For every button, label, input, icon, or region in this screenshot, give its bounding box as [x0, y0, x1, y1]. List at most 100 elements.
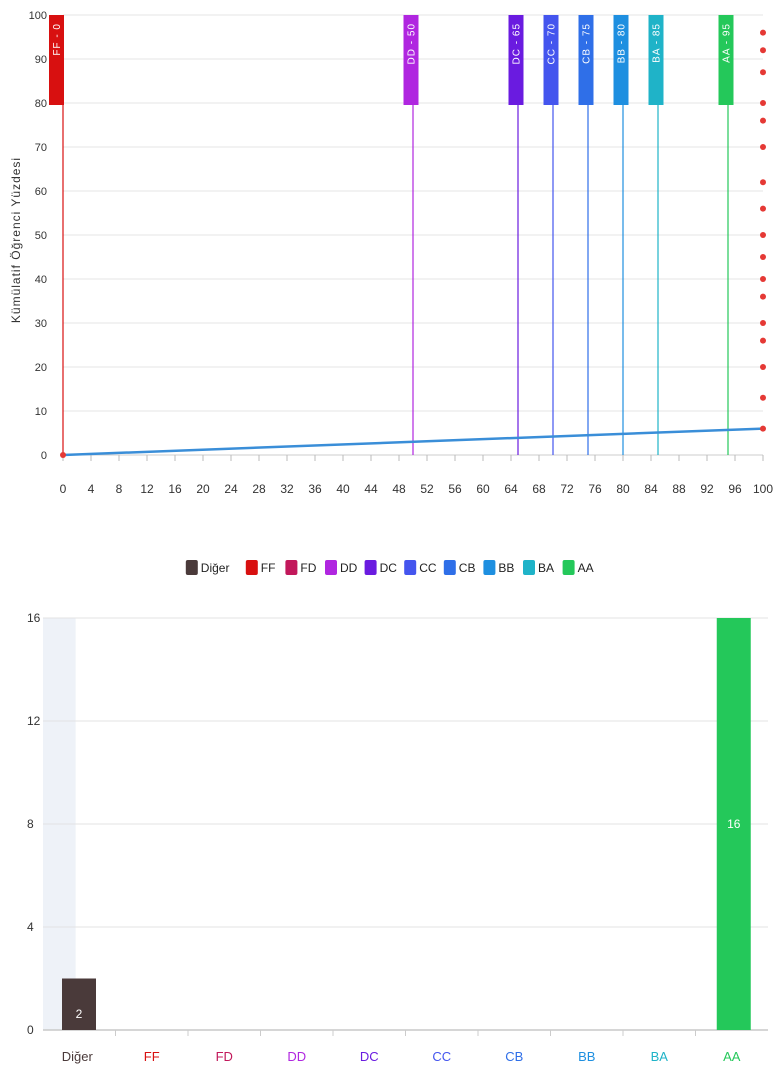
cumulative-series-line — [62, 427, 764, 457]
legend-item[interactable]: BB — [483, 560, 514, 575]
data-point[interactable] — [760, 29, 766, 36]
legend-item[interactable]: DD — [325, 560, 358, 575]
data-point[interactable] — [760, 425, 766, 432]
x-tick-label: 12 — [140, 482, 154, 496]
x-tick-label: 96 — [728, 482, 742, 496]
x-tick-label: 88 — [672, 482, 686, 496]
legend-label: FD — [300, 561, 316, 575]
legend-swatch — [404, 560, 417, 575]
threshold-label: AA - 95 — [722, 23, 733, 63]
bar[interactable] — [62, 978, 96, 1031]
threshold-label-box — [403, 15, 419, 105]
y-tick-label: 70 — [35, 142, 47, 154]
x-tick-label: 40 — [336, 482, 350, 496]
legend-item[interactable]: BA — [523, 560, 554, 575]
bar-data-label: 16 — [727, 817, 741, 831]
x-category-label: AA — [723, 1049, 741, 1064]
legend-label: DC — [380, 561, 398, 575]
x-category-label: FD — [216, 1049, 233, 1064]
data-point[interactable] — [760, 100, 766, 106]
threshold-label: FF - 0 — [52, 23, 63, 56]
x-tick-label: 92 — [700, 482, 714, 496]
y-tick-label: 0 — [41, 450, 47, 462]
y-tick-label: 100 — [29, 10, 47, 22]
x-tick-label: 48 — [392, 482, 406, 496]
threshold-label: DD - 50 — [407, 23, 418, 64]
data-point[interactable] — [760, 337, 766, 344]
y-tick-label: 60 — [35, 186, 47, 198]
legend-item[interactable]: CC — [404, 560, 437, 575]
data-point[interactable] — [760, 117, 766, 124]
y-tick-label: 90 — [35, 54, 47, 66]
legend-swatch — [325, 560, 337, 575]
data-point[interactable] — [760, 144, 766, 150]
data-point[interactable] — [760, 293, 766, 300]
x-tick-label: 32 — [280, 482, 294, 496]
x-tick-label: 28 — [252, 482, 266, 496]
y-tick-label: 50 — [35, 230, 47, 242]
threshold-label-box — [508, 15, 524, 105]
threshold-label: DC - 65 — [512, 23, 523, 64]
legend-item[interactable]: CB — [443, 560, 476, 575]
x-tick-label: 72 — [560, 482, 574, 496]
data-point[interactable] — [760, 205, 766, 212]
data-point[interactable] — [760, 47, 766, 54]
legend-item[interactable]: Diğer — [185, 560, 230, 575]
legend-label: AA — [578, 561, 594, 575]
x-tick-label: 44 — [364, 482, 378, 496]
x-tick-label: 52 — [420, 482, 434, 496]
legend-label: CB — [459, 561, 476, 575]
threshold-label-box — [578, 15, 594, 105]
x-tick-label: 24 — [224, 482, 238, 496]
x-tick-label: 16 — [168, 482, 182, 496]
x-category-label: Diğer — [62, 1049, 94, 1064]
data-point[interactable] — [760, 254, 766, 260]
data-point[interactable] — [760, 320, 766, 326]
x-tick-label: 56 — [448, 482, 462, 496]
legend-item[interactable]: FF — [245, 560, 276, 575]
x-tick-label: 76 — [588, 482, 602, 496]
legend-swatch — [443, 560, 456, 575]
x-tick-label: 80 — [616, 482, 630, 496]
data-point[interactable] — [760, 394, 766, 401]
legend-item[interactable]: DC — [364, 560, 398, 575]
legend-swatch — [483, 560, 496, 575]
legend-label: DD — [340, 561, 358, 575]
threshold-label: CC - 70 — [547, 23, 558, 64]
threshold-label-box — [613, 15, 629, 105]
legend-label: Diğer — [201, 561, 230, 575]
x-tick-label: 64 — [504, 482, 518, 496]
data-point[interactable] — [60, 452, 66, 458]
data-point[interactable] — [760, 276, 766, 282]
legend-swatch — [185, 560, 198, 575]
y-tick-label: 16 — [27, 611, 41, 625]
x-tick-label: 0 — [60, 482, 67, 496]
threshold-label-box — [49, 15, 64, 105]
y-tick-label: 80 — [35, 98, 47, 110]
y-tick-label: 10 — [35, 406, 47, 418]
legend-label: BA — [538, 561, 554, 575]
y-tick-label: 12 — [27, 714, 41, 728]
legend-swatch — [523, 560, 535, 575]
legend-label: FF — [261, 561, 276, 575]
data-point[interactable] — [760, 179, 766, 186]
threshold-label-box — [543, 15, 559, 105]
x-category-label: CB — [505, 1049, 523, 1064]
legend-label: BB — [498, 561, 514, 575]
x-category-label: DC — [360, 1049, 379, 1064]
bar[interactable] — [716, 618, 751, 1030]
x-tick-label: 36 — [308, 482, 322, 496]
legend-swatch — [562, 560, 575, 575]
legend-item[interactable]: AA — [562, 560, 594, 575]
x-category-label: DD — [287, 1049, 306, 1064]
x-category-label: BB — [578, 1049, 595, 1064]
legend-item[interactable]: FD — [285, 560, 317, 575]
legend-swatch — [364, 560, 377, 575]
threshold-label: CB - 75 — [582, 23, 593, 64]
data-point[interactable] — [760, 232, 766, 238]
data-point[interactable] — [760, 364, 766, 370]
data-point[interactable] — [760, 69, 766, 76]
y-axis-label: Kümülatif Öğrenci Yüzdesi — [9, 157, 23, 323]
